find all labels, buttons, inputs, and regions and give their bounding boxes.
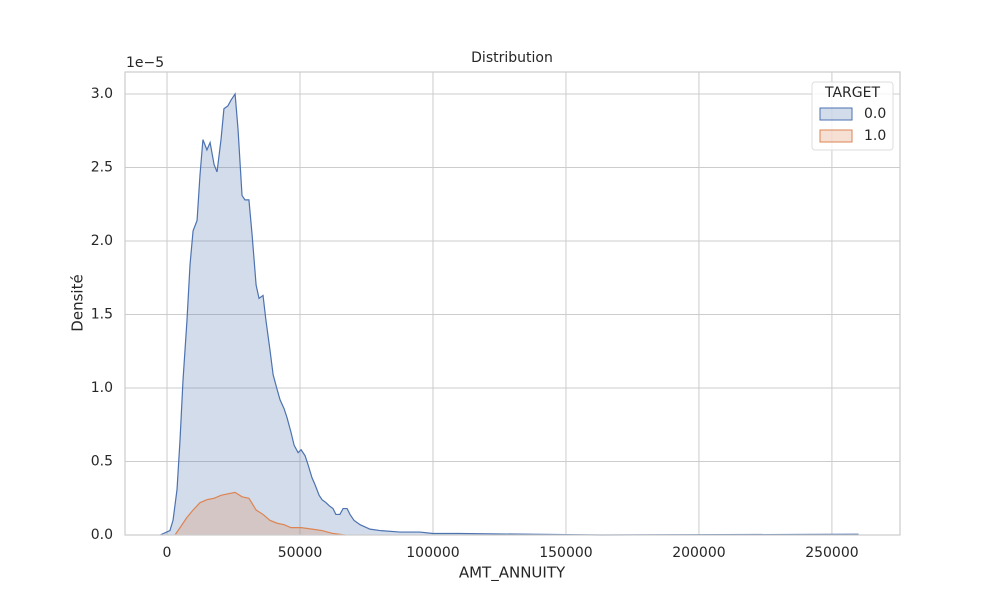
x-tick-label: 200000	[672, 545, 725, 561]
y-tick-label: 1.0	[91, 380, 113, 396]
legend-swatch	[819, 107, 853, 121]
chart-title: Distribution	[471, 50, 553, 66]
density-line	[174, 491, 346, 536]
area-fill	[175, 492, 346, 535]
y-tick-label: 2.5	[91, 160, 113, 176]
legend-label: 1.0	[864, 128, 886, 144]
y-tick-label: 2.0	[91, 233, 113, 249]
legend-swatch	[819, 129, 853, 143]
x-tick-label: 250000	[805, 545, 858, 561]
x-tick-label: 50000	[278, 545, 323, 561]
y-offset-label: 1e−5	[126, 55, 164, 71]
y-tick-label: 0.5	[91, 454, 113, 470]
x-tick-label: 150000	[539, 545, 592, 561]
legend-title: TARGET	[824, 85, 880, 101]
y-tick-label: 3.0	[91, 86, 113, 102]
y-tick-label: 0.0	[91, 527, 113, 543]
area-fill	[160, 94, 859, 536]
x-axis-label: AMT_ANNUITY	[459, 564, 566, 583]
legend-label: 0.0	[864, 106, 886, 122]
y-axis-label: Densité	[69, 274, 87, 331]
x-tick-label: 100000	[406, 545, 459, 561]
y-tick-label: 1.5	[91, 307, 113, 323]
plot-frame	[124, 71, 901, 536]
density-line	[159, 92, 859, 536]
x-tick-label: 0	[163, 545, 172, 561]
